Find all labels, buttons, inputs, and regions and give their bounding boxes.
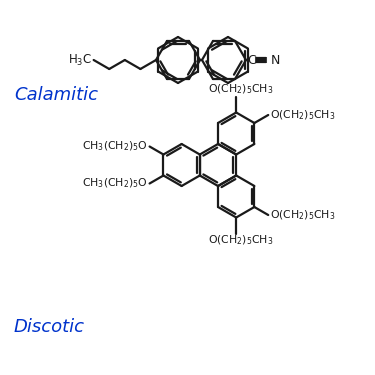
Text: CH$_3$(CH$_2$)$_5$O: CH$_3$(CH$_2$)$_5$O xyxy=(82,177,148,190)
Text: O(CH$_2$)$_5$CH$_3$: O(CH$_2$)$_5$CH$_3$ xyxy=(270,208,336,222)
Text: CH$_3$(CH$_2$)$_5$O: CH$_3$(CH$_2$)$_5$O xyxy=(82,140,148,153)
Text: O(CH$_2$)$_5$CH$_3$: O(CH$_2$)$_5$CH$_3$ xyxy=(209,83,274,96)
Text: Discotic: Discotic xyxy=(14,318,85,336)
Text: O(CH$_2$)$_5$CH$_3$: O(CH$_2$)$_5$CH$_3$ xyxy=(209,234,274,247)
Text: H$_3$C: H$_3$C xyxy=(68,53,92,68)
Text: Calamitic: Calamitic xyxy=(14,86,98,104)
Text: O(CH$_2$)$_5$CH$_3$: O(CH$_2$)$_5$CH$_3$ xyxy=(270,108,336,122)
Text: N: N xyxy=(271,54,280,66)
Text: C: C xyxy=(248,54,256,66)
